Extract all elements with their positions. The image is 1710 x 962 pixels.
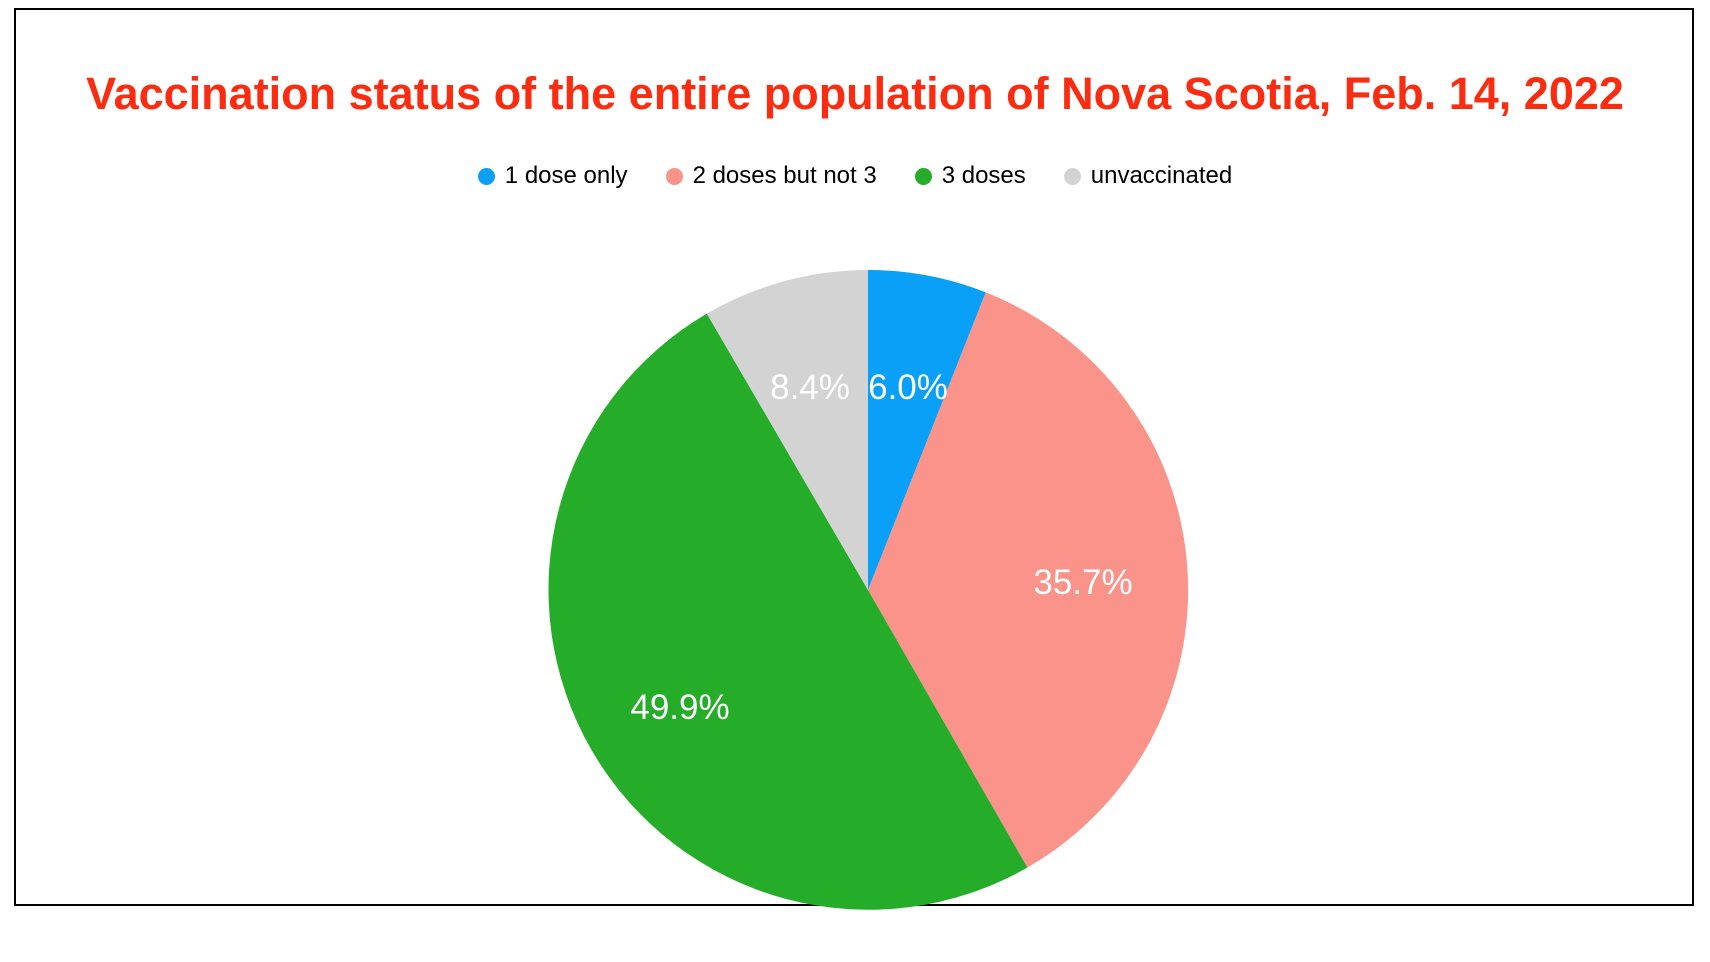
legend-label-unvaccinated: unvaccinated <box>1090 162 1233 189</box>
legend-label-1-dose-only: 1 dose only <box>504 162 628 189</box>
legend-label-3-doses: 3 doses <box>941 162 1026 189</box>
pie-slice-3-doses[interactable] <box>548 313 1028 910</box>
pie-chart <box>548 269 1189 910</box>
chart-title: Vaccination status of the entire populat… <box>86 68 1624 119</box>
slice-label-3-doses: 49.9% <box>630 688 730 727</box>
legend-label-2-doses-but-not-3: 2 doses but not 3 <box>692 162 877 189</box>
pie-slice-unvaccinated[interactable] <box>706 270 868 590</box>
legend-item-3-doses[interactable]: 3 doses <box>914 162 1026 190</box>
slice-label-unvaccinated: 8.4% <box>770 368 850 407</box>
slice-label-1-dose-only: 6.0% <box>868 368 948 407</box>
legend-marker-3-doses <box>914 167 932 185</box>
legend-item-1-dose-only[interactable]: 1 dose only <box>477 162 628 190</box>
legend-marker-unvaccinated <box>1063 167 1081 185</box>
legend-marker-2-doses-but-not-3 <box>665 167 683 185</box>
legend-item-unvaccinated[interactable]: unvaccinated <box>1063 162 1233 190</box>
legend-marker-1-dose-only <box>477 167 495 185</box>
legend-item-2-doses-but-not-3[interactable]: 2 doses but not 3 <box>665 162 877 190</box>
slice-label-2-doses-but-not-3: 35.7% <box>1033 563 1133 602</box>
pie-slice-2-doses-but-not-3[interactable] <box>868 292 1189 868</box>
legend: 1 dose only 2 doses but not 3 3 doses un… <box>0 162 1710 190</box>
pie-slice-1-dose-only[interactable] <box>868 269 986 590</box>
